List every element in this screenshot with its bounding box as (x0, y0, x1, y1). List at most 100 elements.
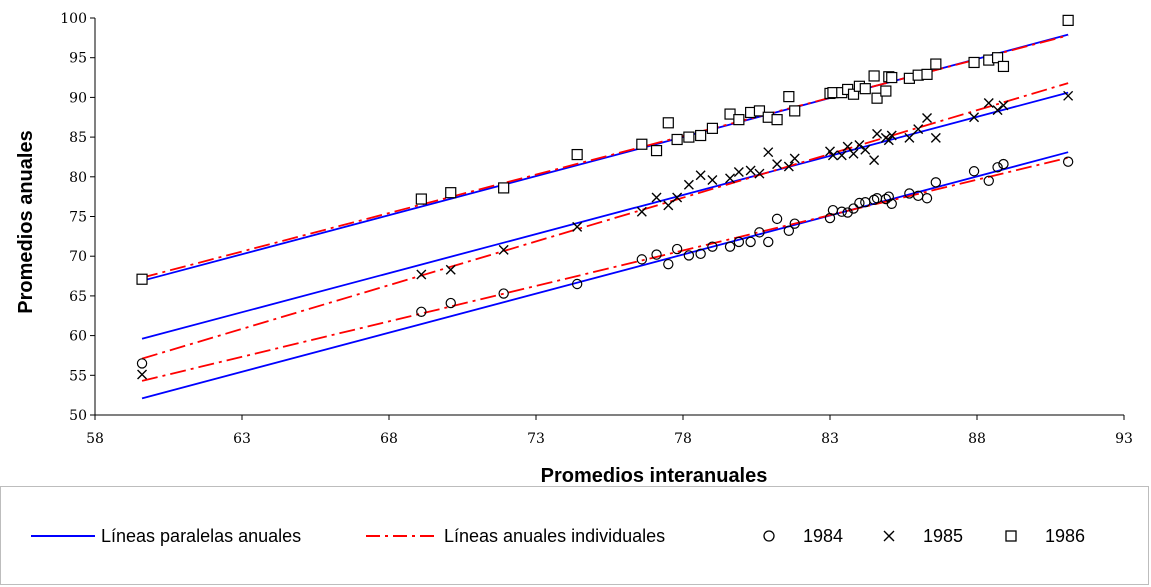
point-1985 (842, 141, 853, 152)
point-1985 (827, 150, 838, 161)
point-1984 (983, 175, 994, 186)
point-1985 (983, 97, 994, 108)
point-1986 (771, 114, 783, 126)
point-1985 (725, 173, 736, 184)
legend-label-parallel: Líneas paralelas anuales (101, 525, 302, 546)
parallel-fit-line-1984 (141, 151, 1069, 400)
point-1985 (137, 369, 148, 380)
point-1986 (997, 60, 1010, 73)
point-1986 (662, 117, 674, 129)
point-1984 (745, 236, 756, 248)
y-axis-title: Promedios anuales (15, 130, 37, 313)
legend-item-1984: 1984 (759, 523, 843, 549)
point-1985 (763, 147, 774, 158)
y-tick-label: 95 (69, 51, 87, 67)
point-1984 (707, 241, 718, 252)
legend-label-1986: 1986 (1045, 525, 1086, 546)
point-1986 (930, 58, 942, 70)
point-1984 (733, 236, 745, 248)
point-1986 (871, 92, 883, 104)
point-1985 (672, 192, 683, 203)
point-1985 (772, 159, 783, 170)
legend: Líneas paralelas anuales Líneas anuales … (0, 486, 1149, 585)
point-1985 (498, 244, 509, 255)
point-1986 (868, 70, 880, 82)
individual-fit-line-1985 (141, 82, 1069, 360)
point-1984 (445, 297, 456, 309)
point-1984 (783, 225, 795, 236)
point-1986 (498, 182, 510, 194)
x-tick-label: 58 (86, 431, 104, 447)
point-1986 (571, 148, 583, 161)
point-1985 (745, 165, 756, 176)
point-1986 (136, 273, 148, 285)
point-1985 (789, 153, 800, 164)
point-1985 (683, 179, 694, 190)
point-1986 (636, 138, 648, 150)
point-1985 (854, 140, 865, 151)
point-1985 (754, 168, 765, 179)
point-1986 (847, 88, 860, 100)
point-1986 (650, 144, 663, 157)
point-1986 (1062, 14, 1074, 26)
solid-line-swatch-icon (31, 535, 95, 537)
legend-item-individual: Líneas anuales individuales (366, 523, 665, 549)
y-tick-label: 80 (69, 170, 87, 186)
point-1986 (968, 56, 980, 69)
point-1984 (992, 162, 1003, 173)
point-1986 (445, 187, 457, 199)
point-1985 (860, 144, 871, 155)
point-1984 (836, 206, 847, 217)
legend-label-1984: 1984 (803, 525, 844, 546)
point-1985 (695, 170, 706, 181)
y-tick-label: 75 (69, 210, 87, 226)
point-1985 (930, 132, 941, 143)
point-1984 (789, 218, 800, 229)
y-tick-label: 90 (69, 90, 87, 106)
point-1984 (1062, 156, 1074, 167)
point-1984 (671, 243, 683, 255)
point-1985 (416, 269, 427, 280)
point-1986 (695, 129, 707, 142)
point-1986 (415, 193, 427, 205)
point-1985 (836, 150, 847, 161)
point-1985 (969, 112, 980, 123)
point-1985 (913, 124, 924, 135)
point-1985 (733, 167, 744, 178)
point-1985 (848, 148, 859, 159)
y-tick-label: 50 (69, 408, 87, 424)
point-1984 (827, 204, 839, 216)
y-tick-label: 100 (60, 11, 87, 27)
point-1985 (883, 135, 894, 146)
point-1986 (859, 83, 871, 95)
point-1984 (763, 236, 774, 248)
point-1984 (883, 191, 895, 202)
point-1984 (886, 198, 897, 209)
point-1985 (445, 264, 456, 275)
point-1984 (636, 254, 648, 265)
x-tick-label: 88 (968, 431, 986, 447)
point-1986 (991, 52, 1004, 64)
x-tick-label: 93 (1115, 431, 1133, 447)
point-1984 (754, 227, 765, 238)
point-1986 (789, 105, 801, 117)
legend-item-1985: 1985 (879, 523, 963, 549)
individual-fit-line-1984 (141, 156, 1069, 382)
point-1984 (921, 193, 933, 204)
point-1985 (1063, 90, 1074, 101)
x-tick-label: 83 (821, 431, 839, 447)
legend-item-parallel: Líneas paralelas anuales (31, 523, 301, 549)
x-tick-label: 73 (527, 431, 545, 447)
point-1984 (771, 213, 783, 225)
y-tick-label: 65 (69, 289, 87, 305)
square-marker-icon (1005, 530, 1017, 542)
point-1984 (968, 166, 980, 177)
point-1986 (671, 133, 683, 146)
circle-marker-icon (763, 530, 775, 542)
point-1985 (869, 155, 880, 166)
point-1986 (886, 71, 898, 84)
x-tick-label: 78 (674, 431, 692, 447)
point-1984 (416, 306, 427, 317)
point-1986 (783, 91, 795, 103)
